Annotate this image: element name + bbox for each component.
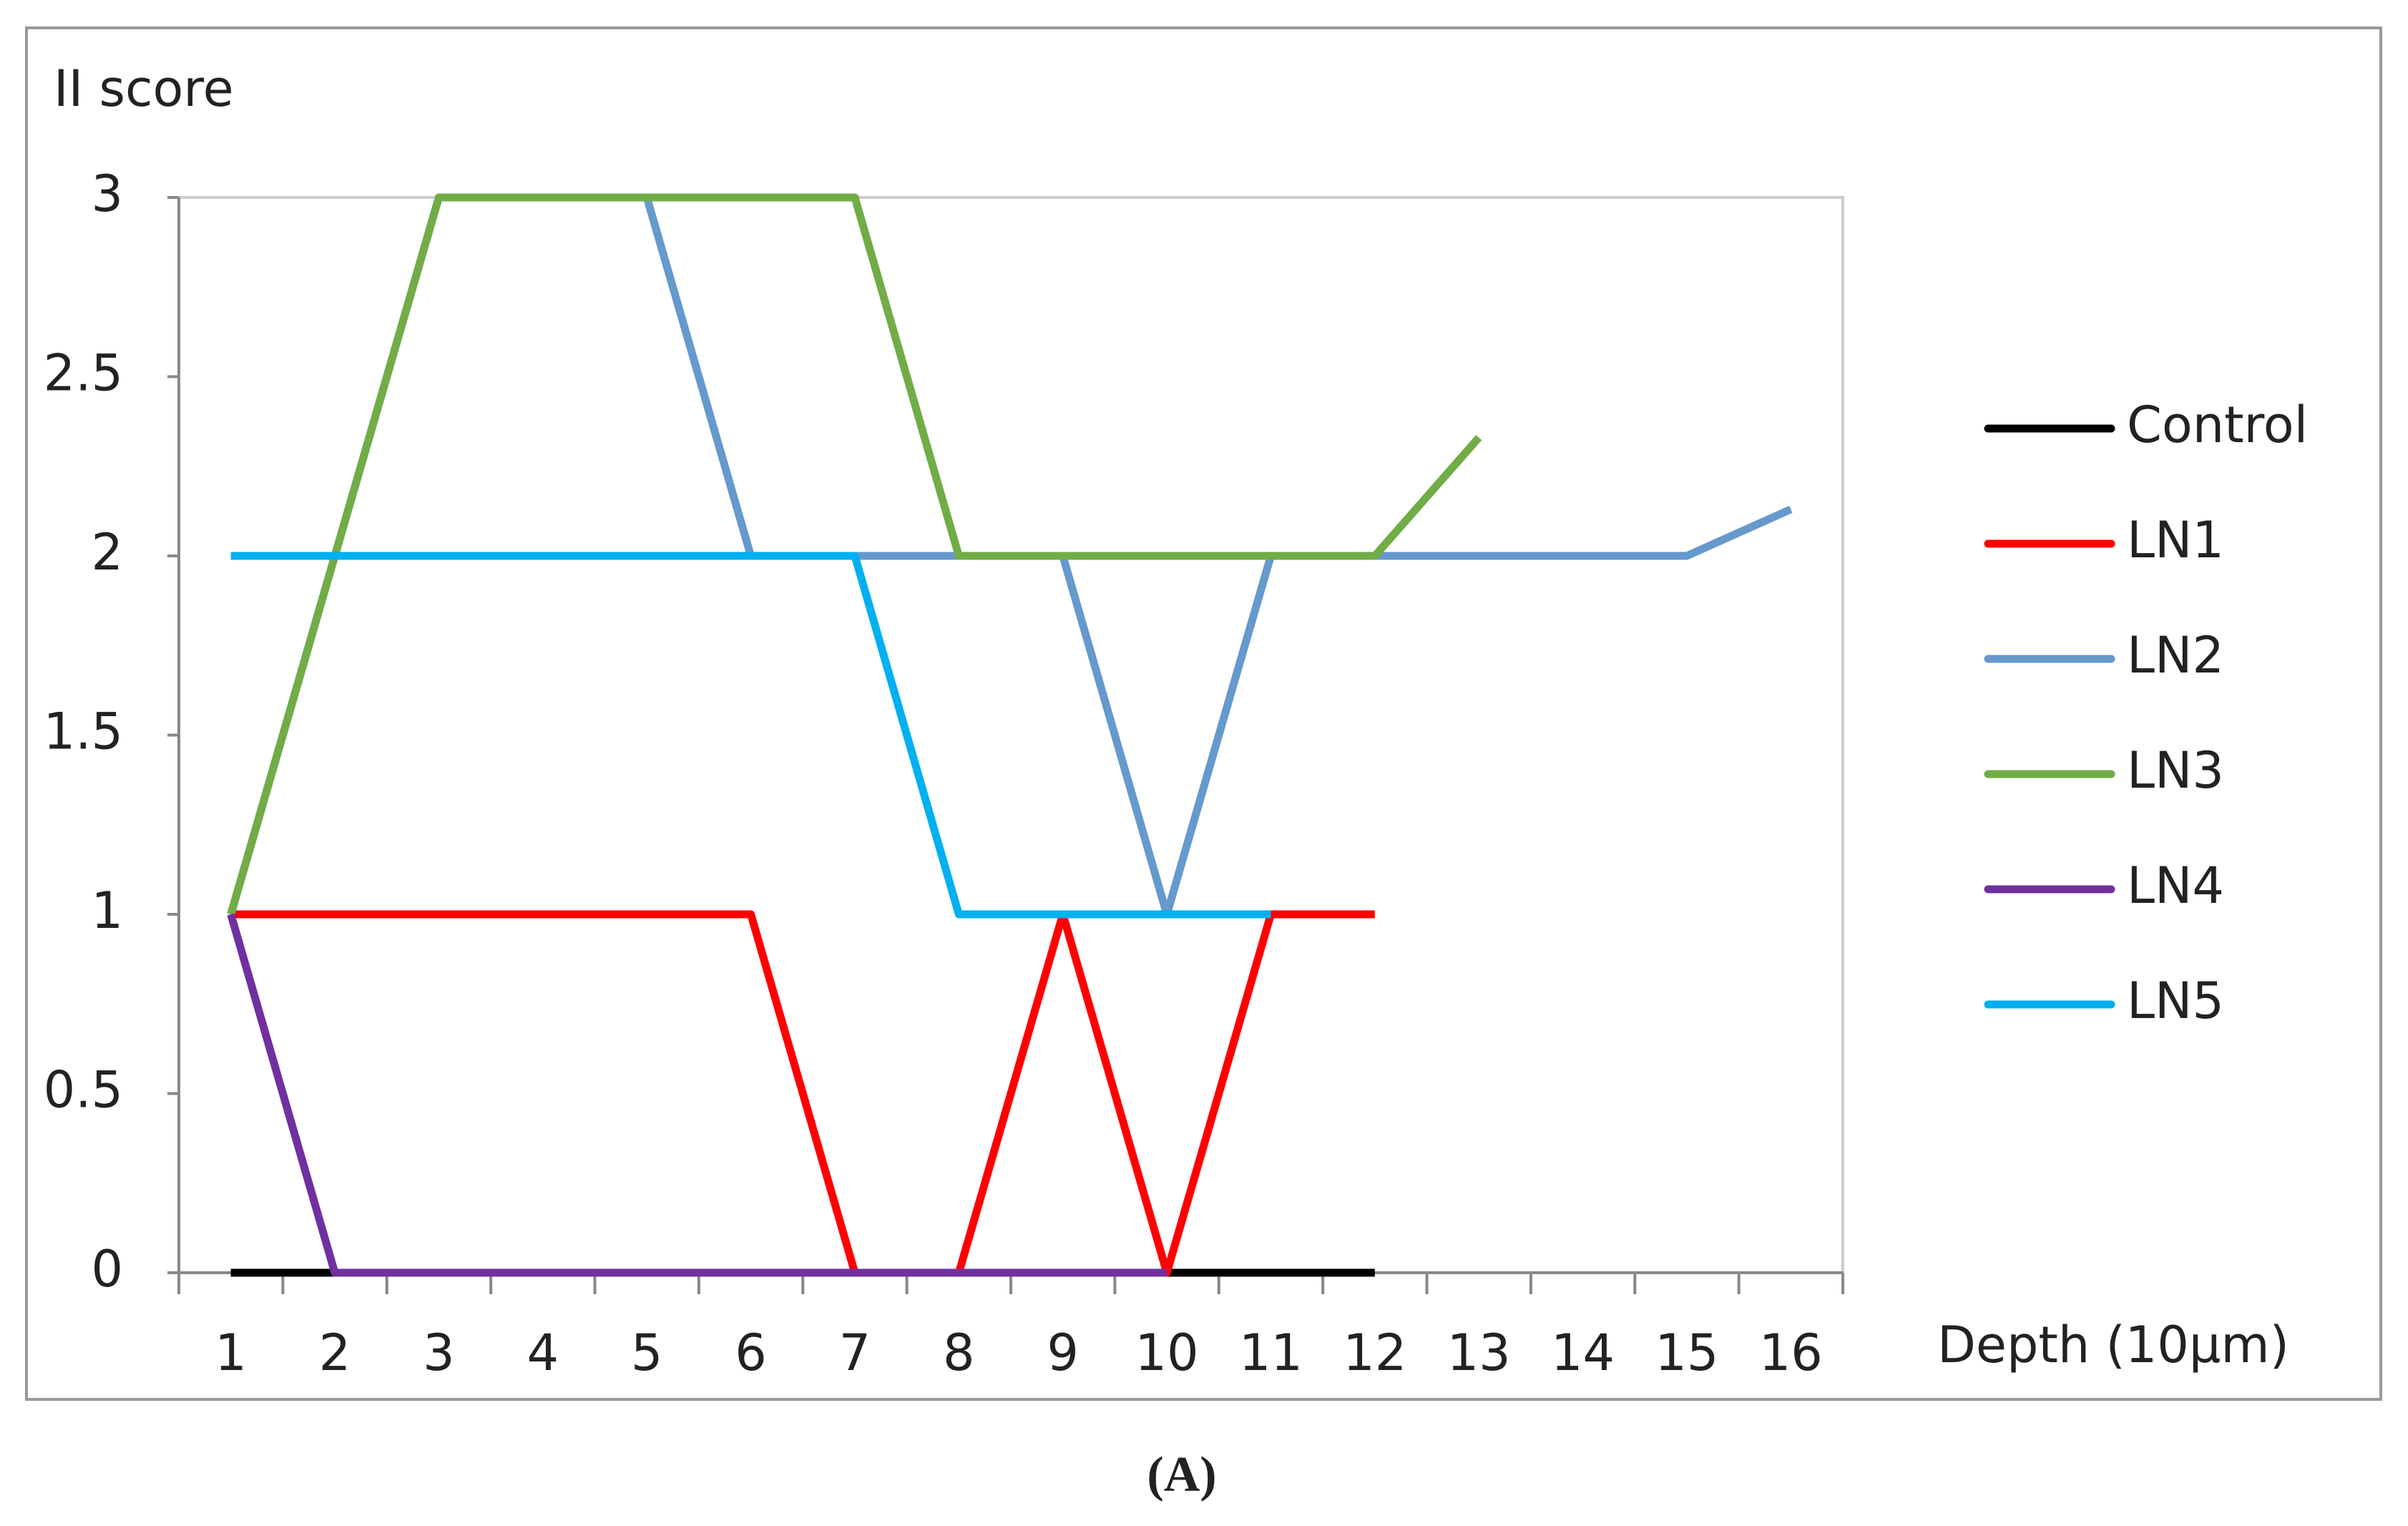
- legend-label: LN3: [2127, 741, 2224, 800]
- series-line: [230, 552, 1271, 919]
- y-tick-label: 0: [91, 1240, 123, 1298]
- chart-frame: [25, 26, 2382, 1401]
- caption: (A): [1147, 1447, 1216, 1502]
- x-tick-label: 12: [1343, 1324, 1406, 1382]
- x-tick-label: 13: [1447, 1324, 1511, 1382]
- x-tick-label: 4: [527, 1324, 559, 1382]
- series-line: [227, 913, 1168, 1277]
- x-tick-label: 5: [631, 1324, 663, 1382]
- legend-label: LN5: [2127, 972, 2224, 1030]
- x-tick-label: 3: [423, 1324, 455, 1382]
- y-tick-label: 2.5: [44, 344, 123, 403]
- x-axis-label: Depth (10µm): [1937, 1316, 2289, 1374]
- y-tick-label: 2: [91, 523, 123, 582]
- legend-label: LN1: [2127, 511, 2224, 569]
- x-tick-label: 9: [1047, 1324, 1079, 1382]
- x-tick-label: 15: [1655, 1324, 1718, 1382]
- series-line: [227, 193, 1482, 916]
- x-tick-label: 8: [943, 1324, 975, 1382]
- x-tick-label: 14: [1551, 1324, 1615, 1382]
- x-tick-label: 11: [1239, 1324, 1303, 1382]
- y-axis-label: II score: [54, 59, 234, 118]
- y-tick-label: 1: [91, 881, 123, 940]
- y-tick-label: 1.5: [44, 703, 123, 761]
- legend-label: LN4: [2127, 856, 2224, 915]
- x-tick-label: 16: [1759, 1324, 1823, 1382]
- x-tick-label: 10: [1135, 1324, 1199, 1382]
- series-line: [230, 910, 1375, 1277]
- x-tick-label: 2: [319, 1324, 351, 1382]
- y-tick-label: 0.5: [44, 1061, 123, 1120]
- x-tick-label: 7: [839, 1324, 871, 1382]
- legend-label: LN2: [2127, 626, 2224, 685]
- x-tick-label: 1: [215, 1324, 247, 1382]
- y-tick-label: 3: [91, 165, 123, 223]
- legend-label: Control: [2127, 396, 2308, 454]
- x-tick-label: 6: [735, 1324, 767, 1382]
